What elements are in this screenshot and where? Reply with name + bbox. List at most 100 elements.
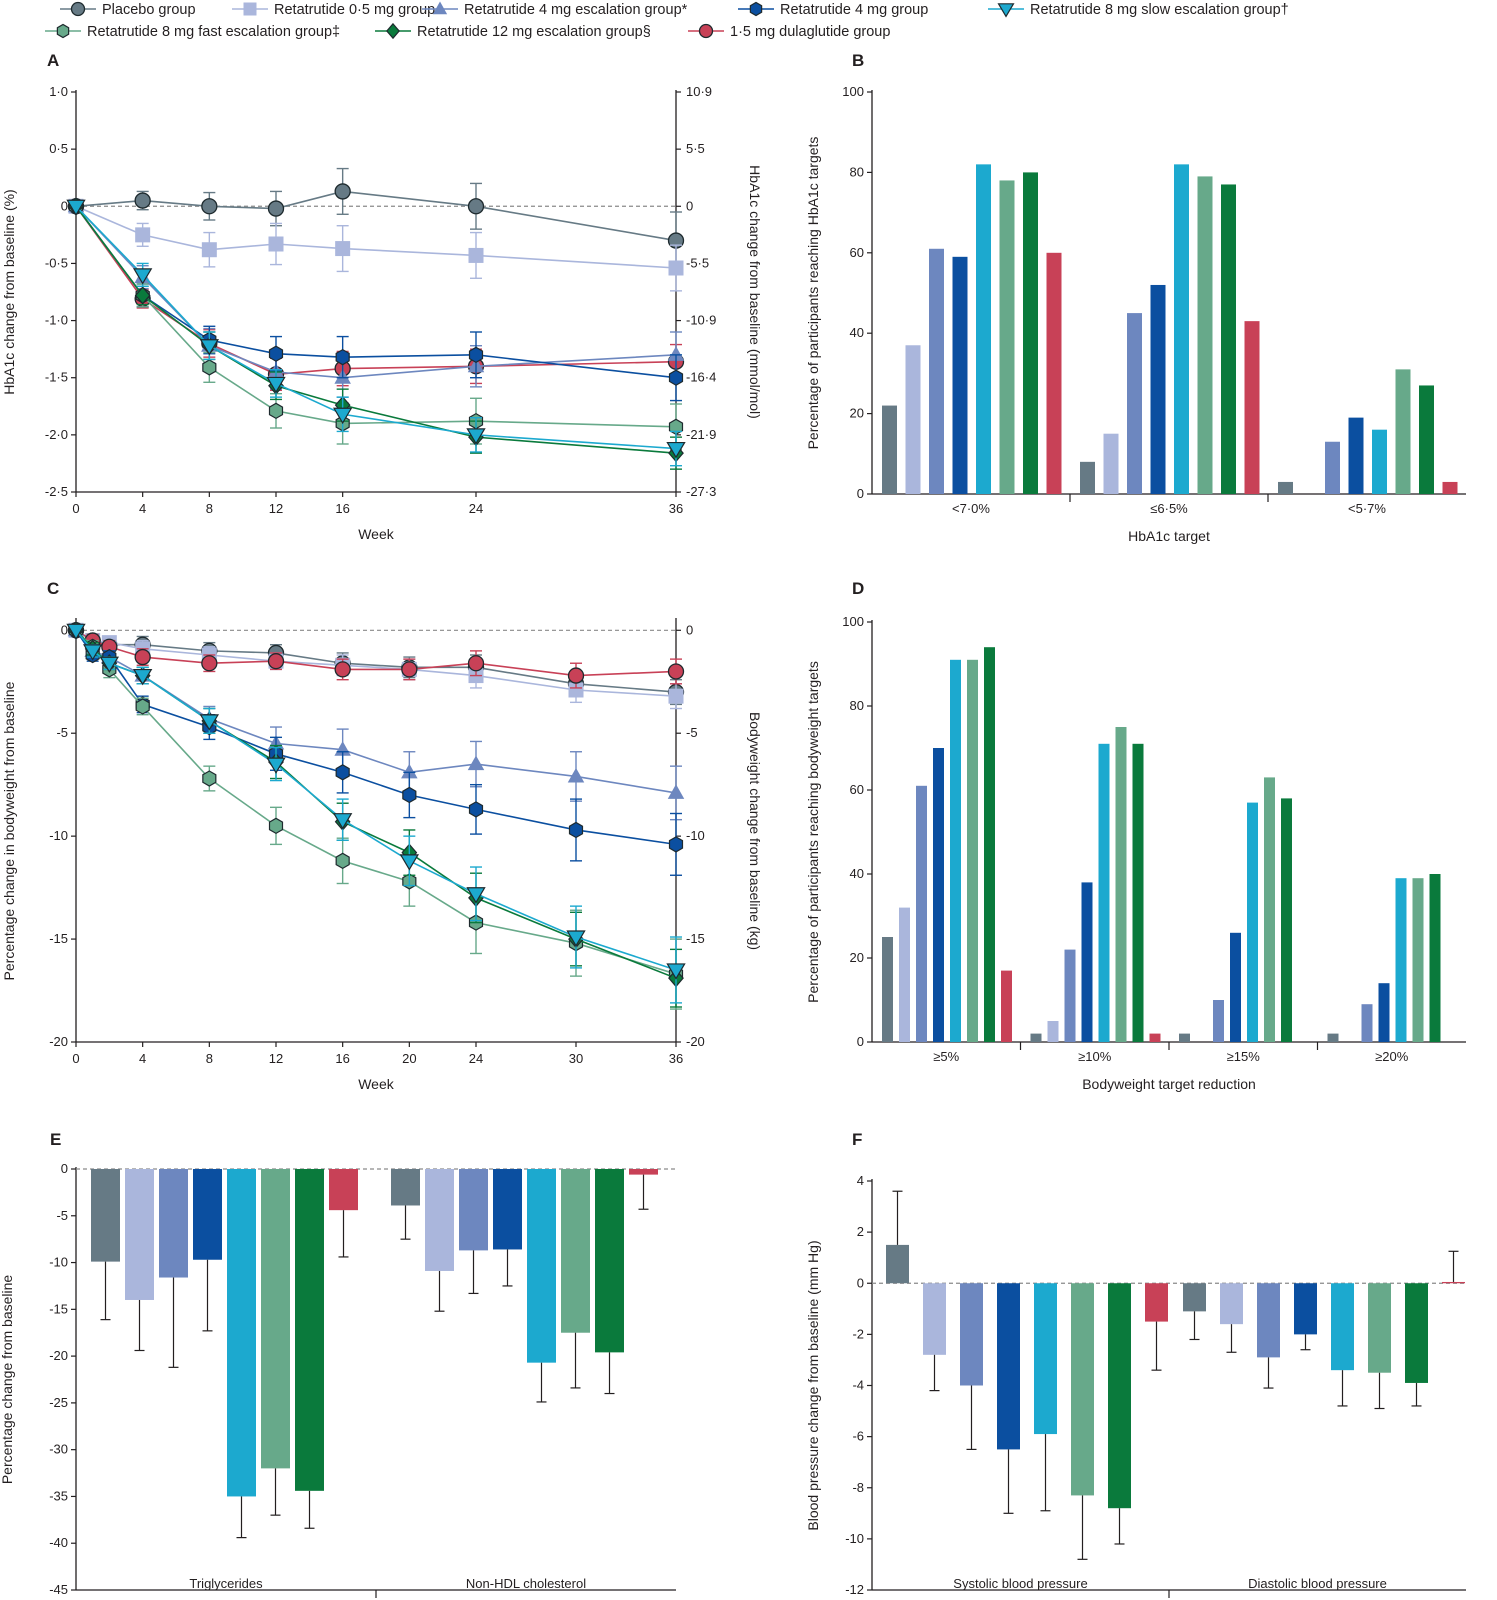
- y-axis-title: HbA1c change from baseline (%): [1, 189, 17, 394]
- data-point-r8slow: [132, 268, 153, 285]
- bar-r05: [125, 1169, 154, 1300]
- bar-r8fast: [1264, 777, 1275, 1042]
- legend-marker-r05: [243, 2, 257, 16]
- panel-letter-d: D: [852, 579, 864, 598]
- bar-r8fast: [1197, 176, 1213, 495]
- y-tick-label: 0: [857, 1275, 864, 1290]
- panel-letter-a: A: [47, 51, 59, 70]
- series-line-dula: [75, 629, 677, 677]
- bar-r05: [425, 1169, 454, 1271]
- y-tick-label: -20: [49, 1348, 68, 1363]
- x-tick-label: 20: [402, 1051, 416, 1066]
- bar-r8fast: [1071, 1283, 1094, 1496]
- data-point-r8slow: [99, 656, 120, 674]
- y2-tick-label: -16·4: [686, 370, 716, 385]
- y-tick-label: 0·5: [49, 141, 68, 156]
- y2-tick-label: 10·9: [686, 84, 712, 99]
- bar-placebo: [1327, 1033, 1339, 1042]
- bar-r4: [952, 256, 968, 494]
- bar-placebo: [882, 405, 897, 494]
- bar-dula: [1442, 481, 1458, 494]
- y-tick-label: 40: [850, 325, 864, 340]
- data-point-r8slow: [199, 339, 220, 356]
- series-line-r8slow: [75, 629, 677, 971]
- bar-r05: [1103, 433, 1119, 494]
- y-tick-label: -5: [56, 1208, 68, 1223]
- x-category-label: ≤6·5%: [1150, 501, 1188, 516]
- data-point-r8slow: [666, 441, 686, 459]
- data-point-r8slow: [66, 623, 86, 641]
- y-tick-label: -0·5: [45, 255, 68, 270]
- y-axis-title: Blood pressure change from baseline (mm …: [805, 1240, 821, 1530]
- bar-r4esc: [1257, 1283, 1280, 1358]
- x-category-label: Diastolic blood pressure: [1248, 1576, 1387, 1591]
- data-point-r8slow: [199, 714, 220, 731]
- series-r8fast: [68, 622, 684, 1010]
- data-point-r4esc: [467, 755, 485, 771]
- bar-r4: [933, 748, 944, 1042]
- bar-r12: [1281, 798, 1292, 1042]
- series-placebo: [67, 622, 685, 706]
- bar-r4: [997, 1283, 1020, 1450]
- bar-r8slow: [950, 659, 961, 1042]
- panel-letter-b: B: [852, 51, 864, 70]
- x-category-label: ≥20%: [1375, 1049, 1409, 1064]
- y-tick-label: -40: [49, 1535, 68, 1550]
- bar-r8fast: [1395, 369, 1411, 494]
- y-tick-label: -25: [49, 1395, 68, 1410]
- y-axis-title: Percentage change in bodyweight from bas…: [1, 681, 17, 980]
- data-point-dula: [134, 648, 151, 666]
- series-line-dula: [75, 205, 677, 376]
- bar-r4esc: [1361, 1004, 1373, 1042]
- data-point-r8slow: [666, 963, 686, 980]
- y-tick-label: -1·5: [45, 370, 68, 385]
- bar-r8fast: [967, 659, 978, 1042]
- x-category-label: Triglycerides: [189, 1576, 263, 1591]
- data-point-placebo: [134, 192, 151, 209]
- x-axis-title: Bodyweight target reduction: [1082, 1076, 1256, 1092]
- bar-r4: [193, 1169, 222, 1260]
- x-tick-label: 16: [335, 501, 349, 516]
- bar-r05: [905, 345, 921, 494]
- bar-r8fast: [261, 1169, 290, 1469]
- x-category-label: <5·7%: [1348, 501, 1386, 516]
- series-line-r4: [75, 629, 677, 846]
- x-tick-label: 12: [269, 1051, 283, 1066]
- x-tick-label: 0: [72, 501, 79, 516]
- data-point-dula: [667, 663, 685, 680]
- y-tick-label: -20: [49, 1034, 68, 1049]
- series-line-placebo: [75, 629, 677, 693]
- bar-r4: [1378, 983, 1390, 1042]
- bar-r05: [923, 1283, 946, 1355]
- bar-r4esc: [459, 1169, 488, 1251]
- legend-marker-r4esc: [432, 1, 448, 15]
- y-tick-label: 40: [850, 866, 864, 881]
- series-line-r8fast: [75, 629, 677, 975]
- series-line-r4: [75, 205, 677, 379]
- y2-tick-label: -5: [686, 725, 698, 740]
- y2-axis-title: HbA1c change from baseline (mmol/mol): [747, 165, 763, 419]
- y2-tick-label: -20: [686, 1034, 705, 1049]
- series-r8slow: [66, 623, 686, 1004]
- panel-a-hba1c-line-chart: A 1·0 10·9 0·5 5·5 0 0 -0·5 -5·5 -1·0 -10·9 -1·5 -16…: [1, 51, 763, 542]
- bar-placebo: [1080, 461, 1095, 494]
- y2-tick-label: -27·3: [686, 484, 716, 499]
- y2-tick-label: -21·9: [686, 427, 716, 442]
- data-point-r4esc: [667, 784, 685, 799]
- legend-label-r8fast: Retatrutide 8 mg fast escalation group‡: [87, 24, 340, 40]
- series-r8fast: [68, 198, 684, 451]
- bar-r8slow: [1247, 802, 1258, 1042]
- data-point-r8fast: [202, 359, 217, 376]
- series-line-placebo: [75, 190, 677, 242]
- x-tick-label: 36: [669, 1051, 683, 1066]
- x-tick-label: 8: [206, 1051, 213, 1066]
- bar-r05: [899, 907, 910, 1042]
- legend-marker-r8slow: [997, 3, 1015, 18]
- x-category-label: ≥15%: [1227, 1049, 1261, 1064]
- bar-r4esc: [916, 785, 927, 1042]
- data-point-r05: [268, 236, 284, 252]
- y-tick-label: 4: [857, 1173, 864, 1188]
- x-tick-label: 24: [469, 501, 483, 516]
- y2-tick-label: 0: [686, 622, 693, 637]
